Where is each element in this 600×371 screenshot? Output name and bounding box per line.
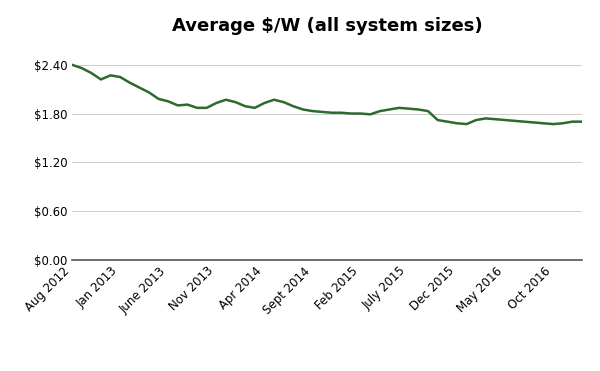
Title: Average $/W (all system sizes): Average $/W (all system sizes) — [172, 17, 482, 35]
